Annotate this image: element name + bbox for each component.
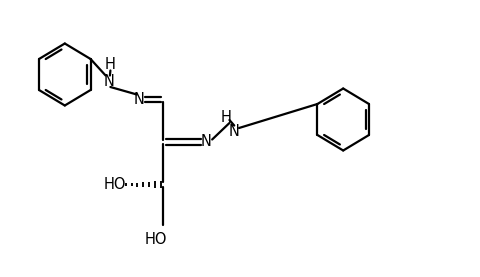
Text: N: N <box>201 135 212 150</box>
Text: HO: HO <box>104 177 126 192</box>
Text: N: N <box>104 73 115 88</box>
Text: N: N <box>229 124 240 138</box>
Text: H: H <box>105 57 116 72</box>
Text: HO: HO <box>145 232 167 247</box>
Text: N: N <box>134 92 144 107</box>
Text: H: H <box>220 111 231 125</box>
